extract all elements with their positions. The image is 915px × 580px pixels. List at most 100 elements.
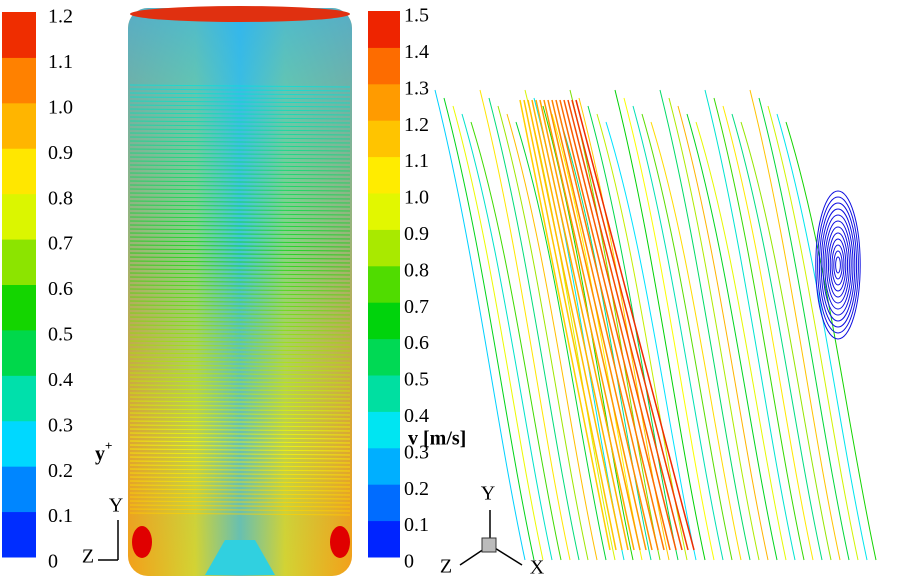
color-band xyxy=(2,193,36,240)
vortex xyxy=(818,202,858,328)
streamline xyxy=(551,113,643,561)
stripe xyxy=(129,144,351,148)
stripe xyxy=(129,356,351,360)
stripe xyxy=(129,108,351,112)
color-band xyxy=(2,375,36,422)
stripe xyxy=(129,100,351,104)
axis-label: Z xyxy=(440,556,452,578)
legend-label: 0.4 xyxy=(48,369,73,391)
streamline xyxy=(527,99,623,551)
stripe xyxy=(129,436,351,440)
stripe xyxy=(129,300,351,304)
legend-label: 1.0 xyxy=(48,96,73,118)
stripe xyxy=(129,128,351,132)
triad-cube xyxy=(481,537,497,553)
stripe xyxy=(129,456,351,460)
legend-label: 0.3 xyxy=(48,414,73,436)
stripe xyxy=(129,240,351,244)
stripe xyxy=(129,260,351,264)
streamline xyxy=(567,99,683,551)
legend-label: 0.4 xyxy=(404,405,429,427)
stripe xyxy=(129,252,351,256)
vortex xyxy=(833,250,843,280)
stripe xyxy=(129,372,351,376)
streamline xyxy=(543,99,647,551)
streamline xyxy=(575,99,695,551)
stripe xyxy=(129,480,351,484)
streamline xyxy=(515,121,607,561)
axis-label: Y xyxy=(109,495,123,517)
stripe xyxy=(129,296,351,300)
streamline xyxy=(563,99,677,551)
color-band xyxy=(368,302,400,340)
color-band xyxy=(2,102,36,149)
legend-label: 0.8 xyxy=(48,187,73,209)
stripe xyxy=(129,160,351,164)
stripe xyxy=(129,388,351,392)
color-band xyxy=(368,484,400,522)
streamline xyxy=(785,121,877,561)
legend-label: 1.0 xyxy=(404,187,429,209)
stripe xyxy=(129,308,351,312)
streamlines xyxy=(434,89,877,561)
stripe xyxy=(129,316,351,320)
streamline xyxy=(659,89,751,561)
vortex xyxy=(829,238,847,292)
streamline xyxy=(713,97,805,561)
cylinder-contour xyxy=(128,6,352,576)
streamline xyxy=(555,99,665,551)
stripe xyxy=(129,88,351,92)
streamline xyxy=(632,105,724,561)
streamline xyxy=(776,113,868,561)
streamline xyxy=(767,105,859,561)
streamline xyxy=(506,113,598,561)
legend-label: 1.2 xyxy=(48,6,73,28)
stripe xyxy=(129,384,351,388)
streamline xyxy=(560,121,652,561)
stripe xyxy=(129,188,351,192)
stripe xyxy=(129,208,351,212)
legend-label: 0.6 xyxy=(48,278,73,300)
legend-label: 0.9 xyxy=(404,223,429,245)
stripe xyxy=(129,364,351,368)
stripe xyxy=(129,120,351,124)
vortex xyxy=(817,196,859,334)
stripe xyxy=(129,432,351,436)
streamline xyxy=(531,99,629,551)
stripe xyxy=(129,360,351,364)
stripe xyxy=(129,400,351,404)
stripe xyxy=(129,232,351,236)
stripe xyxy=(129,148,351,152)
axis-label: Z xyxy=(82,546,94,568)
stripe xyxy=(129,312,351,316)
streamline xyxy=(605,121,697,561)
vortex xyxy=(815,190,861,340)
stripe xyxy=(129,348,351,352)
legend-label: 0.1 xyxy=(48,505,73,527)
stripe xyxy=(129,496,351,500)
stripe xyxy=(129,440,351,444)
stripe xyxy=(129,132,351,136)
legend-label: 0.5 xyxy=(48,324,73,346)
stripe xyxy=(129,332,351,336)
stripe xyxy=(129,152,351,156)
legend-label: 0.2 xyxy=(48,460,73,482)
stripe xyxy=(129,116,351,120)
streamline xyxy=(443,97,535,561)
stripe xyxy=(129,168,351,172)
streamline xyxy=(758,97,850,561)
stripe xyxy=(129,492,351,496)
stripe xyxy=(129,304,351,308)
stripe xyxy=(129,460,351,464)
stripe xyxy=(129,328,351,332)
stripe xyxy=(129,468,351,472)
color-band xyxy=(368,338,400,376)
streamline xyxy=(668,97,760,561)
stripe xyxy=(129,256,351,260)
color-band xyxy=(368,120,400,158)
streamline xyxy=(686,113,778,561)
stripe xyxy=(129,276,351,280)
streamline xyxy=(434,89,526,561)
streamline xyxy=(523,99,617,551)
color-band xyxy=(368,411,400,449)
